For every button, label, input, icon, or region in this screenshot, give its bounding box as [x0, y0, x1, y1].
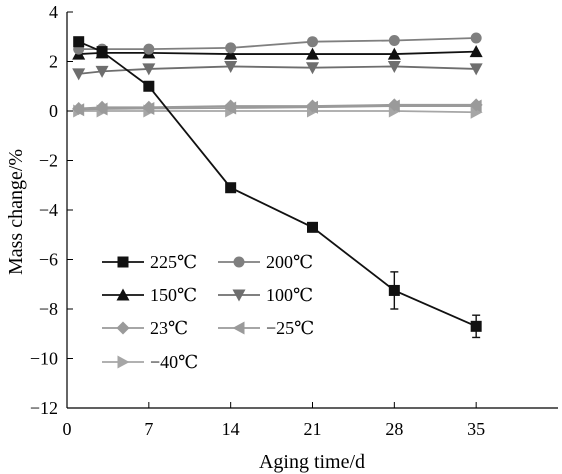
data-point [307, 221, 318, 233]
x-tick-label: 28 [385, 419, 403, 439]
data-point [306, 62, 319, 75]
x-tick-label: 21 [304, 419, 322, 439]
data-point [306, 47, 319, 60]
series-line [78, 40, 477, 328]
data-point [224, 47, 238, 60]
data-point [225, 182, 237, 194]
y-tick-label: −12 [30, 398, 58, 418]
legend-label: 23℃ [150, 318, 188, 338]
data-point [142, 100, 156, 114]
y-tick-label: −6 [39, 250, 58, 270]
data-point [388, 284, 400, 296]
series-triangle-up [72, 45, 483, 60]
y-tick-label: −10 [30, 349, 58, 369]
data-point [470, 320, 482, 332]
y-tick-label: 0 [49, 101, 58, 121]
legend-marker [117, 256, 129, 268]
legend-entry: −40℃ [102, 352, 198, 372]
legend-marker [232, 289, 246, 302]
series-triangle-down [72, 60, 483, 81]
y-tick-label: −4 [39, 200, 58, 220]
legend: 225℃ 200℃ 150℃ 100℃ 23℃ −25℃ −40℃ [102, 252, 314, 372]
data-point [72, 102, 86, 116]
legend-entry: 100℃ [218, 285, 313, 305]
series-circle [73, 32, 482, 55]
data-point [73, 36, 85, 48]
data-point [306, 99, 319, 113]
legend-marker [117, 355, 130, 369]
y-tick-label: 4 [49, 2, 58, 22]
data-point [225, 42, 237, 54]
data-point [72, 68, 86, 81]
legend-label: 150℃ [150, 285, 197, 305]
data-point [95, 65, 109, 78]
data-point [224, 99, 238, 113]
series-line [78, 110, 477, 114]
legend-entry: −25℃ [218, 318, 314, 338]
legend-marker [116, 288, 130, 301]
data-point [387, 60, 401, 73]
x-tick-label: 14 [222, 419, 240, 439]
legend-entry: 200℃ [218, 252, 313, 272]
y-tick-label: −8 [39, 299, 58, 319]
series-square [73, 36, 482, 339]
series-line [78, 37, 477, 51]
y-tick-label: −2 [39, 151, 58, 171]
series-line [78, 65, 477, 75]
data-point [143, 80, 155, 92]
legend-entry: 150℃ [102, 285, 197, 305]
data-point [96, 46, 108, 58]
legend-entry: 225℃ [102, 252, 197, 272]
data-point [387, 47, 401, 60]
series-diamond [72, 98, 483, 116]
legend-label: 200℃ [266, 252, 313, 272]
data-point [470, 105, 483, 119]
legend-marker [232, 321, 245, 335]
legend-entry: 23℃ [102, 318, 188, 338]
data-point [224, 60, 238, 73]
x-tick-label: 0 [63, 419, 72, 439]
legend-label: −40℃ [150, 352, 198, 372]
y-axis-title: Mass change/% [5, 149, 27, 275]
data-point [143, 43, 155, 55]
data-point [307, 36, 318, 48]
data-point [95, 100, 109, 114]
legend-label: 100℃ [266, 285, 313, 305]
x-tick-label: 7 [144, 419, 153, 439]
data-point [469, 63, 483, 76]
data-point [470, 32, 482, 44]
data-point [142, 63, 156, 76]
legend-marker [116, 321, 130, 335]
y-tick-label: 2 [49, 52, 58, 72]
data-point [469, 45, 483, 58]
x-axis-title: Aging time/d [259, 451, 365, 473]
legend-label: 225℃ [150, 252, 197, 272]
legend-label: −25℃ [266, 318, 314, 338]
series-line [78, 50, 477, 55]
legend-marker [233, 256, 245, 268]
x-tick-label: 35 [467, 419, 485, 439]
data-point [388, 34, 400, 46]
data-point [469, 98, 483, 112]
data-point [387, 98, 401, 112]
